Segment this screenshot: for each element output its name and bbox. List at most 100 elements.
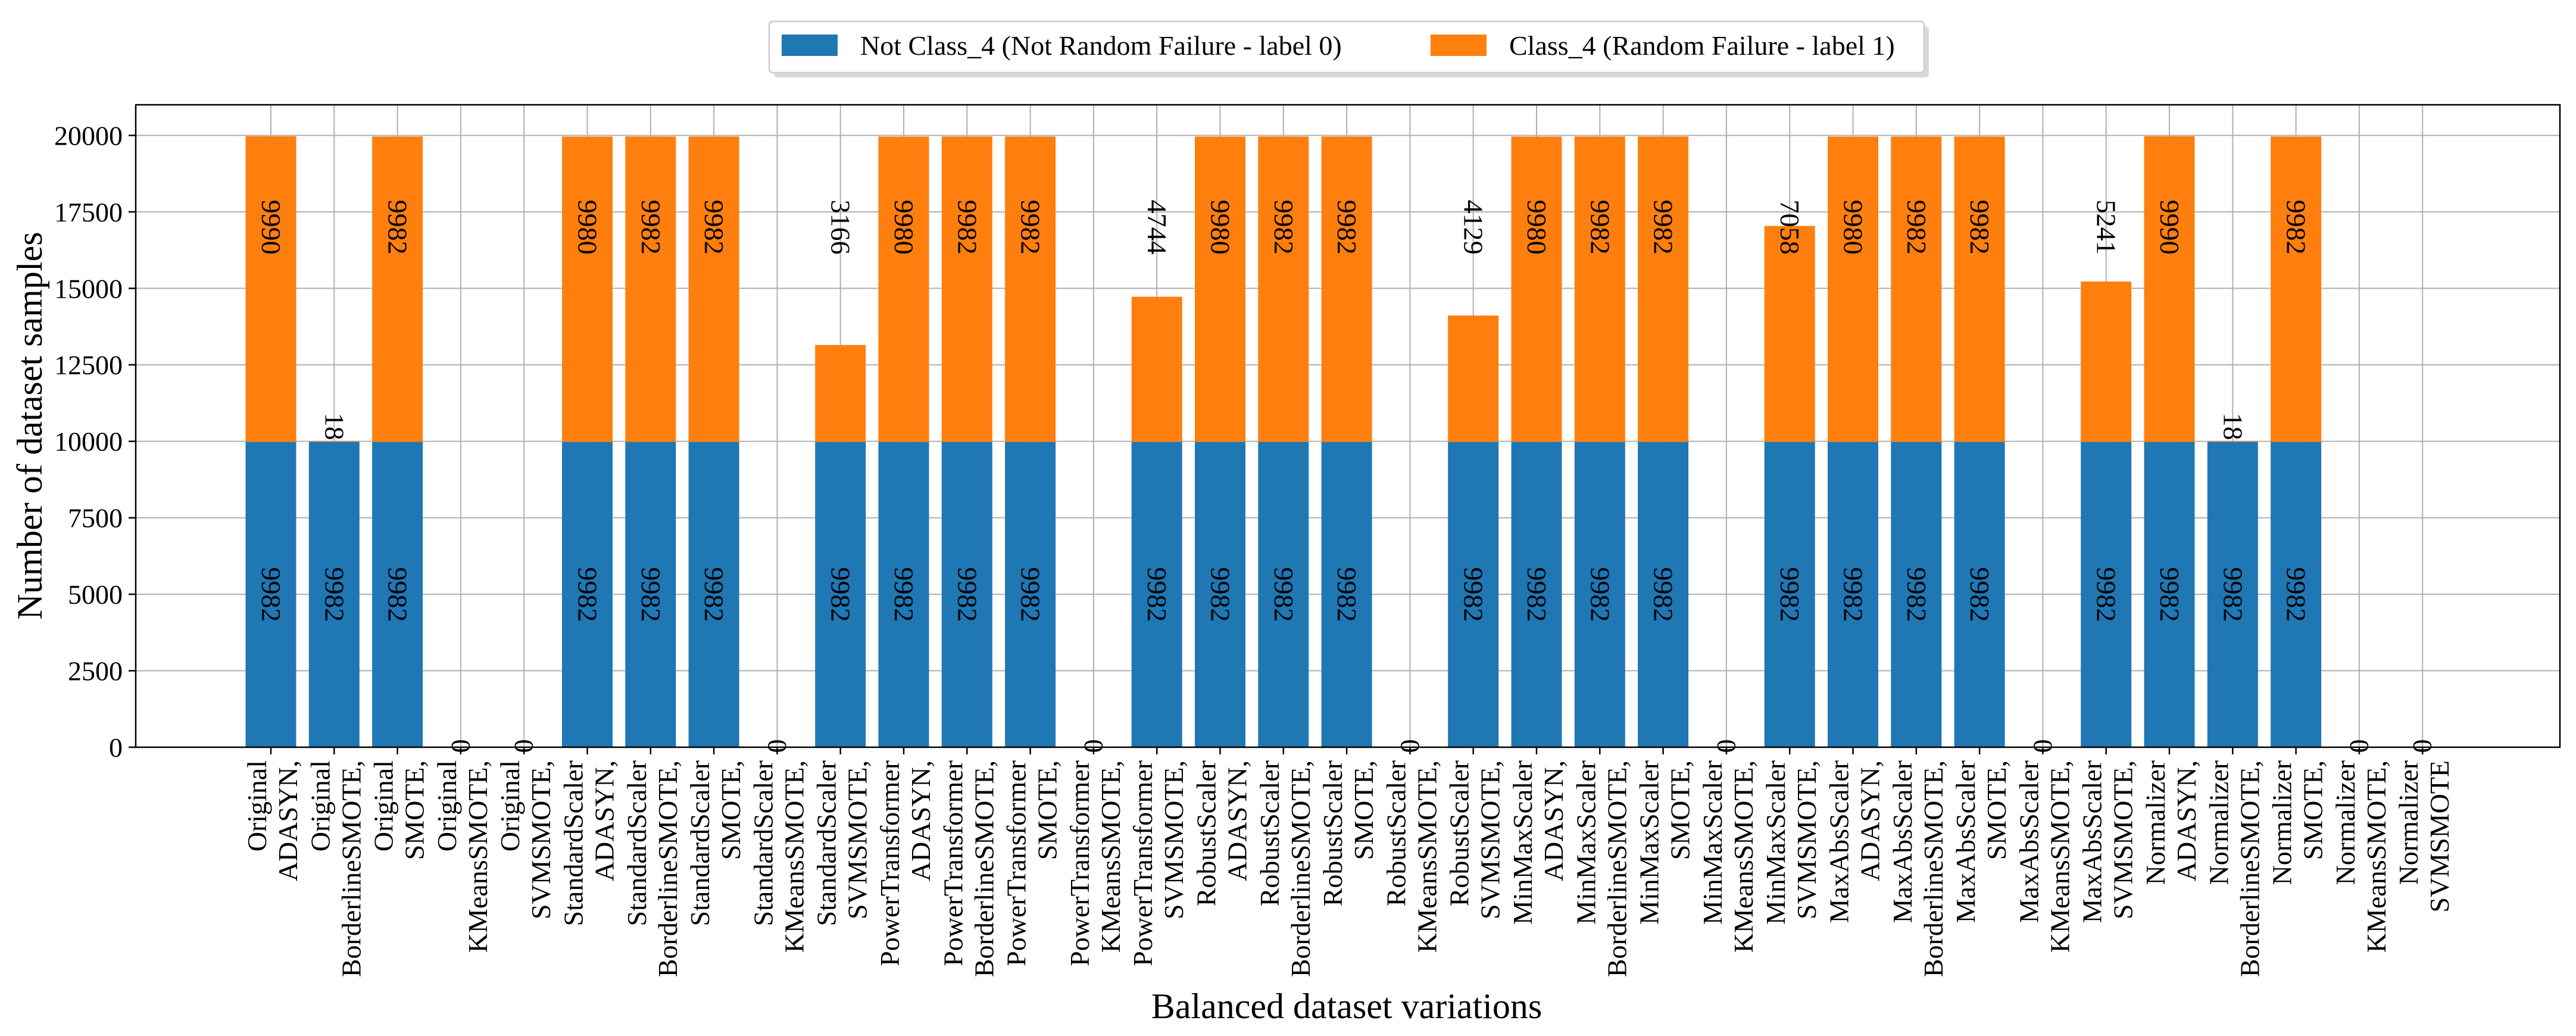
bar-value-label-class-4: 9980 — [1206, 200, 1236, 255]
x-tick-label: OriginalSVMSMOTE, — [495, 760, 556, 919]
bar-not-class-4 — [1448, 442, 1499, 747]
bar-value-label-class-4: 9982 — [1901, 200, 1932, 255]
x-tick-label: MaxAbsScalerKMeansSMOTE, — [2013, 760, 2075, 953]
bar-value-label-not-class-4: 9982 — [699, 567, 729, 622]
bar-not-class-4 — [1574, 442, 1625, 747]
x-tick-label: MaxAbsScalerADASYN, — [1824, 760, 1885, 923]
bar-value-label-not-class-4: 9982 — [2281, 567, 2312, 622]
bar-not-class-4 — [1195, 442, 1245, 747]
bar-value-label-not-class-4: 9982 — [1206, 567, 1236, 622]
bar-not-class-4 — [1638, 442, 1689, 747]
x-tick-label: RobustScalerSVMSMOTE, — [1444, 760, 1506, 919]
bar-value-label-class-4: 9982 — [1585, 200, 1615, 255]
bar-class-4 — [1321, 136, 1372, 442]
bar-value-label-class-4: 9982 — [699, 200, 729, 255]
bar-value-label-class-4: 9982 — [636, 200, 666, 255]
x-tick-label: MinMaxScalerSVMSMOTE, — [1760, 760, 1822, 925]
x-tick-label: MinMaxScalerADASYN, — [1507, 760, 1569, 925]
bar-not-class-4 — [625, 442, 676, 747]
bar-class-4 — [1891, 136, 1942, 442]
bar-class-4 — [245, 136, 296, 442]
bar-class-4 — [1511, 136, 1562, 442]
y-tick-label: 20000 — [54, 120, 123, 151]
bar-value-label-not-class-4: 9982 — [1016, 567, 1046, 622]
x-tick-label: NormalizerSMOTE, — [2267, 760, 2328, 885]
bar-value-label-not-class-4: 9982 — [636, 567, 666, 622]
bar-class-4 — [1005, 136, 1056, 442]
bars — [245, 136, 2322, 747]
x-tick-label: NormalizerKMeansSMOTE, — [2330, 760, 2391, 953]
bar-class-4 — [1574, 136, 1625, 442]
x-tick-label: OriginalADASYN, — [242, 760, 303, 881]
bar-value-label-not-class-4: 9982 — [383, 567, 413, 622]
bar-not-class-4 — [1954, 442, 2005, 747]
bar-value-label-not-class-4: 9982 — [573, 567, 603, 622]
bar-not-class-4 — [815, 442, 866, 747]
y-tick-label: 7500 — [68, 503, 123, 533]
bar-not-class-4 — [562, 442, 613, 747]
x-tick-label: RobustScalerKMeansSMOTE, — [1381, 760, 1442, 953]
bar-value-label-zero: 0 — [1712, 739, 1742, 753]
x-tick-label: PowerTransformerBorderlineSMOTE, — [938, 760, 999, 977]
bar-class-4 — [1448, 315, 1499, 442]
bar-value-label-class-4: 9980 — [573, 200, 603, 255]
x-tick-label: OriginalBorderlineSMOTE, — [305, 760, 366, 977]
bar-not-class-4 — [2081, 442, 2132, 747]
bar-class-4 — [1638, 136, 1689, 442]
bar-not-class-4 — [1764, 442, 1815, 747]
y-tick-label: 5000 — [68, 579, 123, 610]
bar-value-labels: 9982 9990 9982 18 9982 9982 0 0 9982 9980 9982 9982… — [256, 200, 2438, 753]
x-tick-label: NormalizerSVMSMOTE — [2393, 760, 2455, 913]
bar-class-4 — [1954, 136, 2005, 442]
x-tick-label: MaxAbsScalerSMOTE, — [1950, 760, 2012, 923]
bar-value-label-not-class-4: 9982 — [256, 567, 286, 622]
bar-value-label-not-class-4: 9982 — [2218, 567, 2248, 622]
x-tick-label: StandardScalerKMeansSMOTE, — [748, 760, 809, 953]
legend: Not Class_4 (Not Random Failure - label … — [768, 20, 1929, 77]
bar-not-class-4 — [2144, 442, 2195, 747]
bar-class-4 — [1131, 297, 1182, 442]
bar-value-label-not-class-4: 9982 — [1775, 567, 1805, 622]
legend-swatch-class-4 — [1431, 35, 1487, 56]
bar-not-class-4 — [1828, 442, 1878, 747]
bar-not-class-4 — [1891, 442, 1942, 747]
bar-value-label-not-class-4: 9982 — [1648, 567, 1679, 622]
bar-value-label-class-4: 9982 — [1269, 200, 1299, 255]
x-tick-label: OriginalKMeansSMOTE, — [432, 760, 493, 953]
bar-class-4 — [1195, 136, 1245, 442]
bar-not-class-4 — [941, 442, 992, 747]
bar-not-class-4 — [2207, 442, 2258, 747]
y-axis-title: Number of dataset samples — [10, 232, 49, 619]
bar-class-4 — [2081, 281, 2132, 442]
bar-value-label-not-class-4: 9982 — [319, 567, 349, 622]
legend-label-not-class-4: Not Class_4 (Not Random Failure - label … — [860, 30, 1342, 61]
bar-class-4 — [1828, 136, 1878, 442]
x-tick-label: StandardScalerSVMSMOTE, — [811, 760, 873, 926]
bar-class-4 — [2144, 136, 2195, 442]
bar-not-class-4 — [1258, 442, 1309, 747]
legend-swatch-not-class-4 — [782, 35, 838, 56]
bar-value-label-class-4: 9982 — [1332, 200, 1362, 255]
x-tick-label: StandardScalerSMOTE, — [685, 760, 746, 926]
bar-value-label-not-class-4: 9982 — [1459, 567, 1489, 622]
x-tick-label: MaxAbsScalerSVMSMOTE, — [2077, 760, 2138, 923]
x-tick-label: NormalizerBorderlineSMOTE, — [2203, 760, 2265, 977]
y-tick-label: 12500 — [54, 350, 123, 380]
bar-value-label-not-class-4: 9982 — [1965, 567, 1995, 622]
bar-not-class-4 — [245, 442, 296, 747]
bar-value-label-not-class-4: 9982 — [1269, 567, 1299, 622]
y-tick-label: 15000 — [54, 273, 123, 304]
bar-value-label-zero: 0 — [2028, 739, 2058, 753]
x-tick-label: PowerTransformerSMOTE, — [1001, 760, 1063, 966]
bar-value-label-zero: 0 — [1395, 739, 1425, 753]
bar-value-label-class-4: 3166 — [826, 200, 856, 255]
bar-value-label-not-class-4: 9982 — [1901, 567, 1932, 622]
x-tick-label: PowerTransformerADASYN, — [875, 760, 936, 966]
y-axis-ticks: 0 2500 5000 7500 10000 12500 15000 17500 20000 — [54, 120, 136, 763]
bar-value-label-class-4: 18 — [2218, 413, 2248, 440]
bar-class-4 — [1258, 136, 1309, 442]
bar-not-class-4 — [1131, 442, 1182, 747]
x-tick-label: MinMaxScalerKMeansSMOTE, — [1697, 760, 1759, 953]
bar-class-4 — [941, 136, 992, 442]
